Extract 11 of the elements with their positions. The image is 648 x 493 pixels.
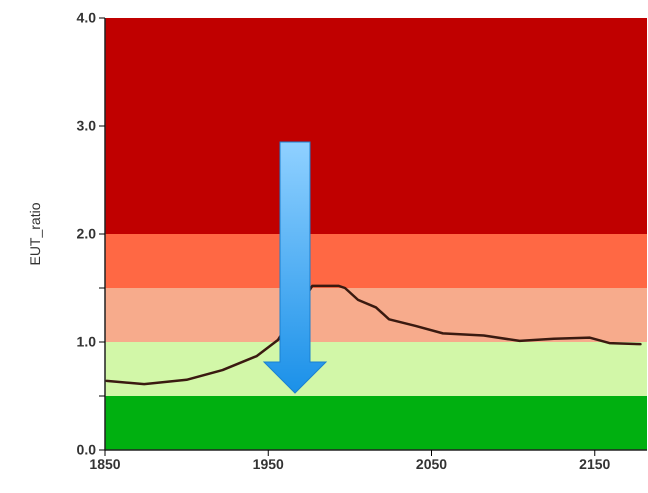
y-tick-label: 2.0	[76, 225, 96, 242]
x-tick-label: 1850	[89, 456, 121, 472]
y-tick-label: 4.0	[76, 9, 96, 26]
x-tick-label: 2150	[579, 456, 611, 472]
x-tick-label: 1950	[252, 456, 284, 472]
y-tick-label: 3.0	[76, 117, 96, 134]
y-tick-label: 0.0	[76, 441, 96, 458]
line-series	[105, 284, 642, 386]
y-axis-title: EUT_ratio	[27, 202, 43, 266]
x-tick-label: 2050	[416, 456, 448, 472]
y-tick-label: 1.0	[76, 333, 96, 350]
